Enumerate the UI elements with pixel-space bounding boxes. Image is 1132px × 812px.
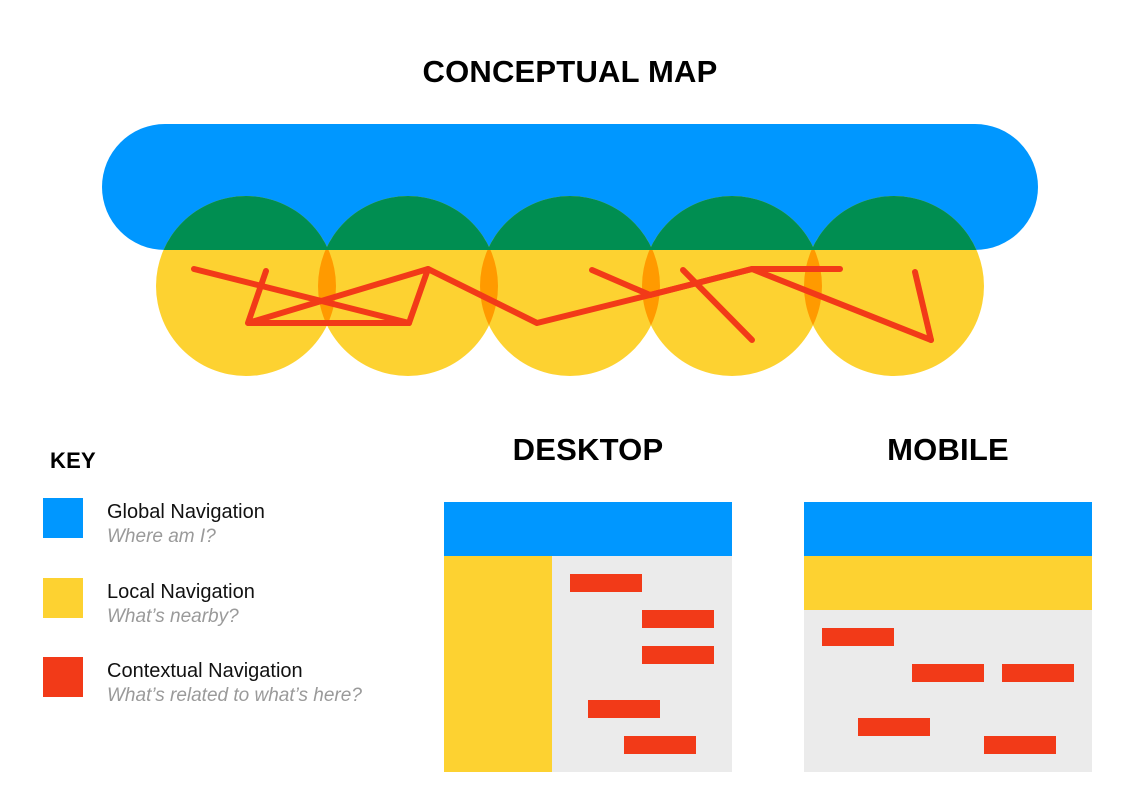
contextual-navigation-links [191, 266, 934, 343]
desktop-contextual-link [642, 646, 714, 664]
contextual-link-3 [425, 266, 653, 326]
conceptual-map-diagram [102, 124, 1038, 376]
mobile-local-bar [804, 556, 1092, 610]
global-overlap-3 [480, 196, 660, 250]
mobile-contextual-link [858, 718, 930, 736]
key-item-contextual: Contextual Navigation What’s related to … [43, 657, 423, 717]
conceptual-map-title: CONCEPTUAL MAP [422, 54, 718, 89]
global-overlap-1 [156, 196, 336, 250]
mobile-wireframe [804, 502, 1092, 772]
global-local-overlaps [156, 196, 984, 250]
key-item-global: Global Navigation Where am I? [43, 498, 423, 558]
desktop-title: DESKTOP [512, 432, 664, 467]
contextual-link-8 [912, 269, 934, 343]
key-question-global: Where am I? [107, 526, 216, 547]
contextual-link-1 [191, 266, 412, 326]
contextual-link-7 [647, 266, 934, 343]
desktop-contextual-link [570, 574, 642, 592]
mobile-global-bar [804, 502, 1092, 556]
global-overlap-5 [804, 196, 984, 250]
global-overlap-2 [318, 196, 498, 250]
desktop-global-bar [444, 502, 732, 556]
global-overlap-4 [642, 196, 822, 250]
local-swatch [43, 578, 83, 618]
desktop-contextual-link [624, 736, 696, 754]
key-item-local: Local Navigation What’s nearby? [43, 578, 423, 638]
mobile-contextual-link [912, 664, 984, 682]
global-swatch [43, 498, 83, 538]
desktop-contextual-link [588, 700, 660, 718]
global-navigation-bar [102, 124, 1038, 250]
key-label-contextual: Contextual Navigation [107, 660, 303, 682]
mobile-title: MOBILE [887, 432, 1009, 467]
contextual-swatch [43, 657, 83, 697]
mobile-contextual-link [822, 628, 894, 646]
key-question-local: What’s nearby? [107, 606, 239, 627]
mobile-contextual-link [984, 736, 1056, 754]
key-label-local: Local Navigation [107, 581, 255, 603]
contextual-link-2 [245, 266, 431, 326]
desktop-contextual-link [642, 610, 714, 628]
key-title: KEY [50, 448, 96, 473]
key-question-contextual: What’s related to what’s here? [107, 685, 362, 706]
key-label-global: Global Navigation [107, 501, 265, 523]
desktop-local-sidebar [444, 556, 552, 772]
mobile-contextual-link [1002, 664, 1074, 682]
desktop-wireframe [444, 502, 732, 772]
contextual-link-4 [589, 267, 653, 298]
